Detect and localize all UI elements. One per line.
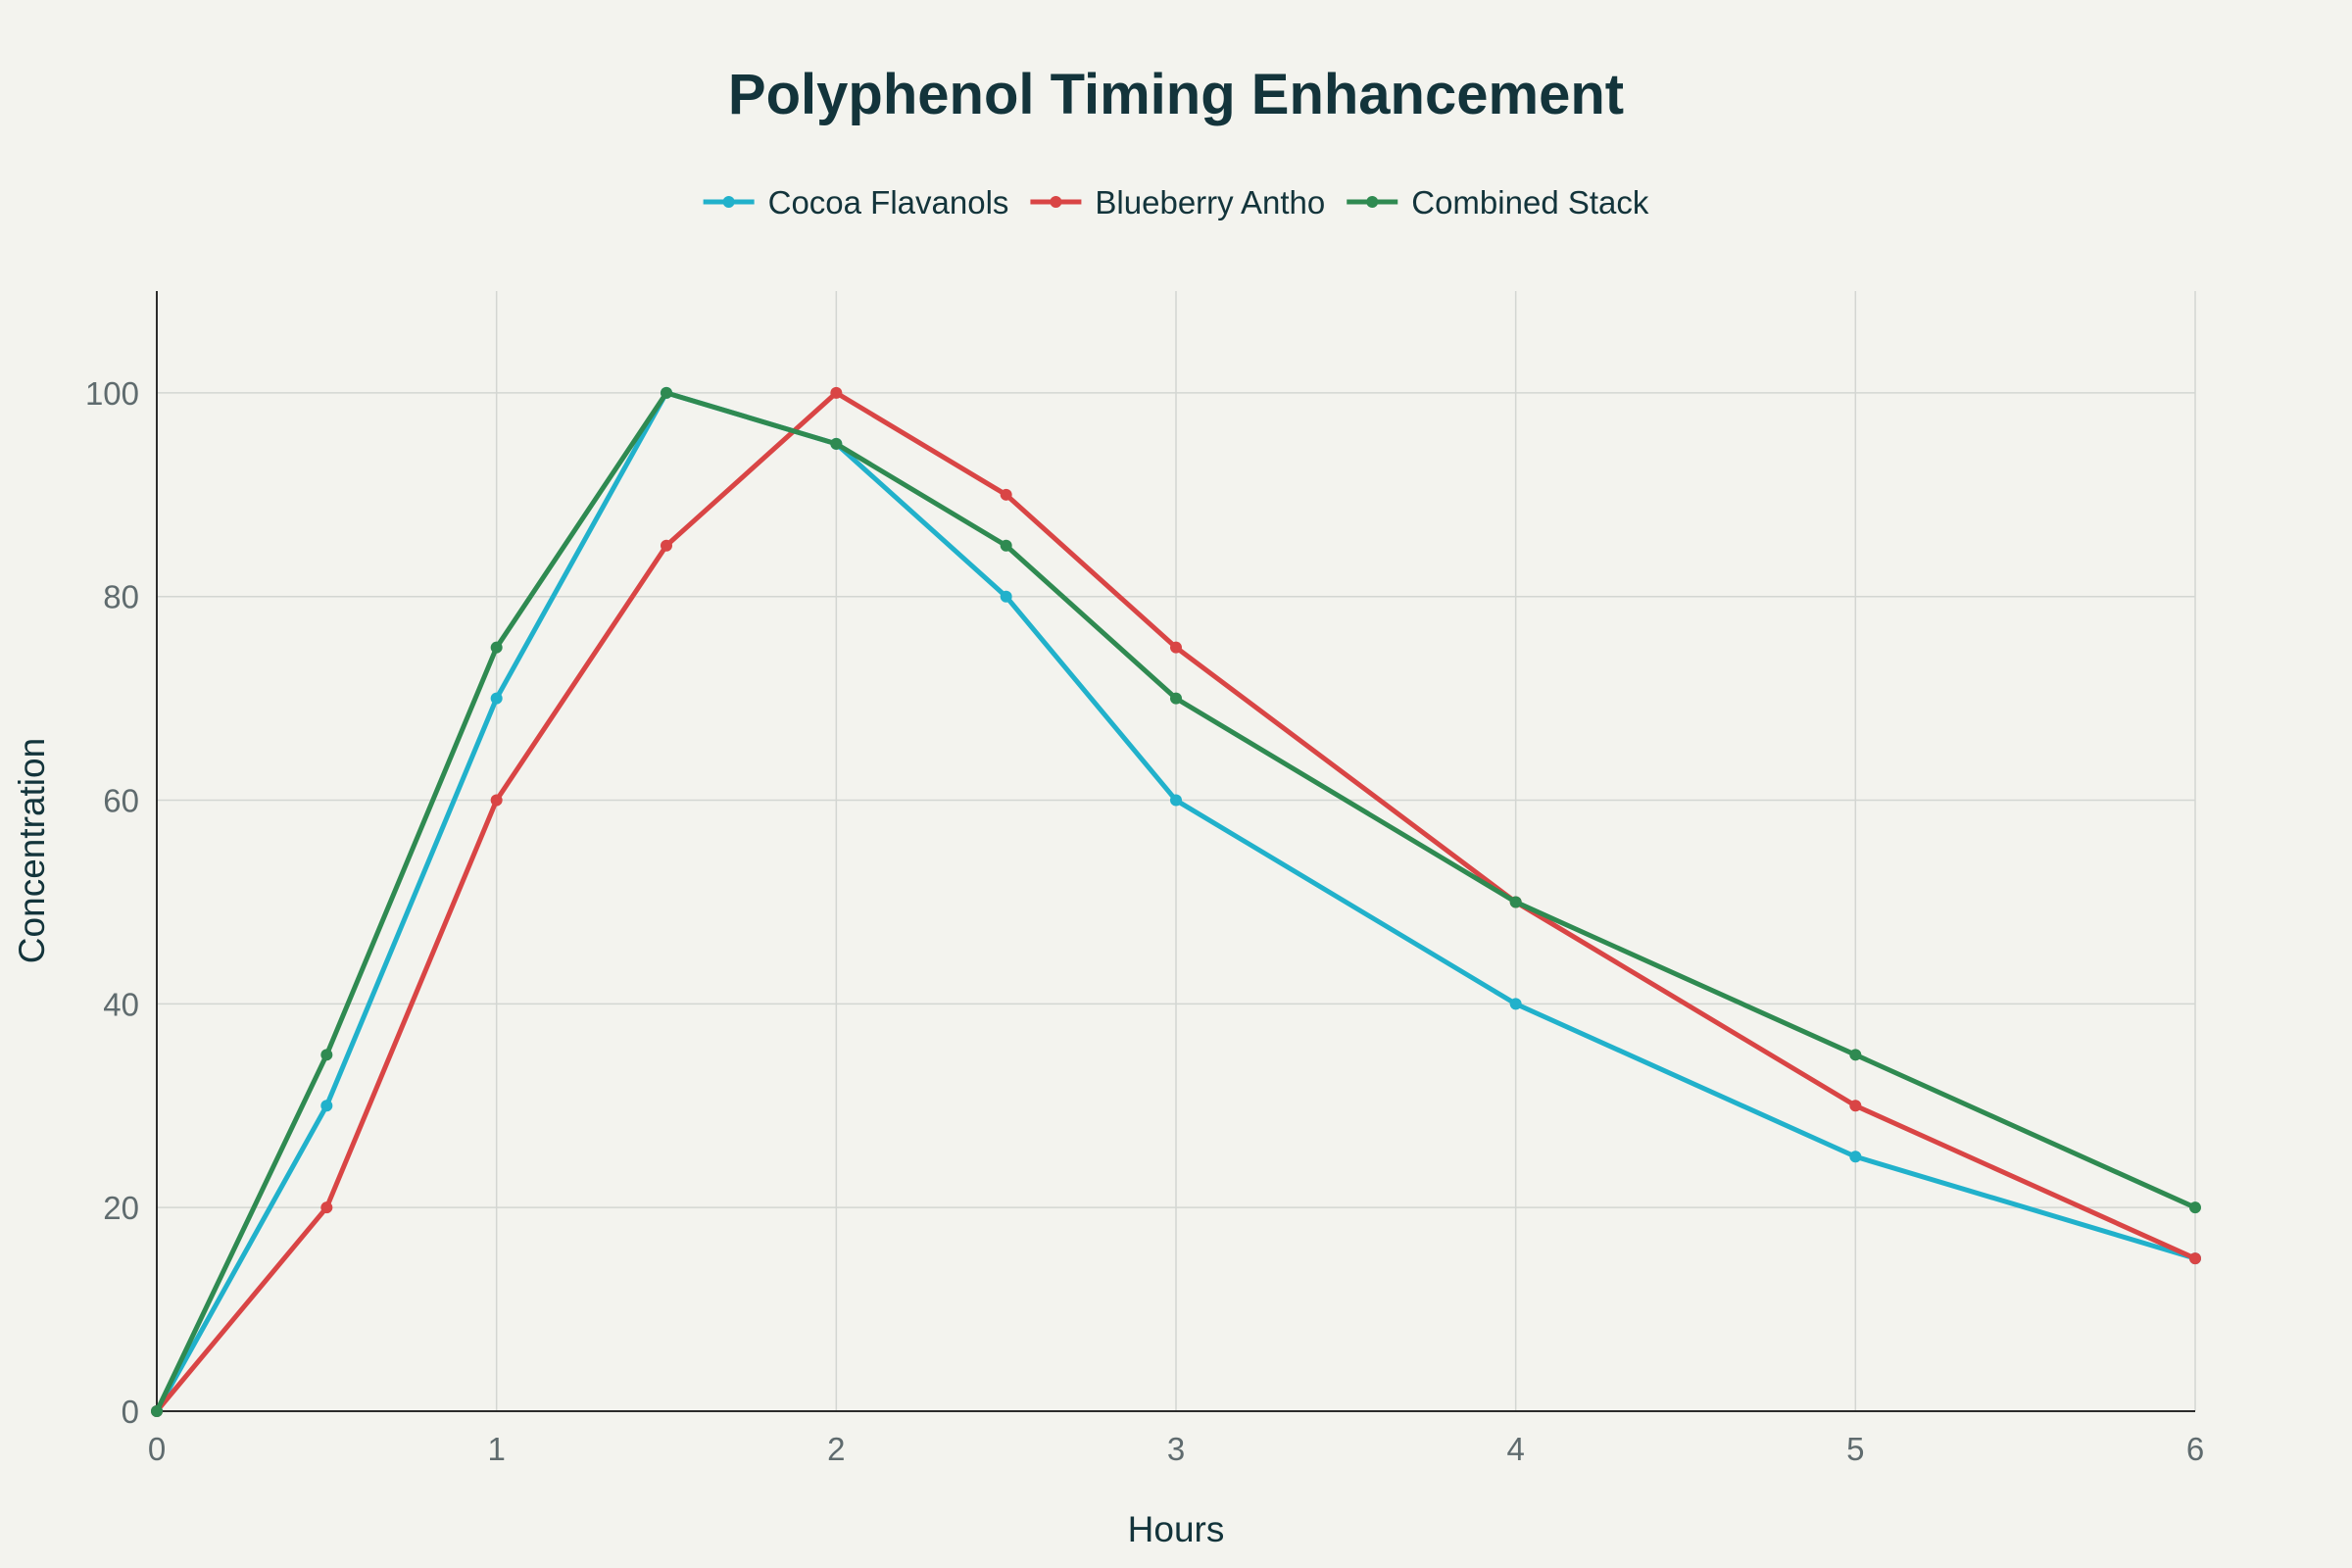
x-tick-label: 3 [1167,1431,1185,1467]
data-point[interactable] [1170,794,1182,807]
y-axis-title: Concentration [12,738,52,963]
data-point[interactable] [1509,998,1522,1010]
grid [157,291,2196,1411]
data-point[interactable] [1849,1100,1862,1112]
x-axis-title: Hours [1128,1509,1225,1549]
series-line [154,390,2198,1414]
data-point[interactable] [1000,488,1012,501]
legend-label: Combined Stack [1411,184,1649,220]
y-tick-label: 80 [103,579,139,615]
data-point[interactable] [320,1201,333,1214]
data-point[interactable] [151,1405,163,1417]
data-point[interactable] [1000,539,1012,552]
data-point[interactable] [2189,1252,2201,1265]
y-tick-label: 40 [103,986,139,1022]
axes [156,291,2195,1412]
chart-title: Polyphenol Timing Enhancement [728,63,1624,126]
x-tick-label: 0 [148,1431,166,1467]
legend-swatch-marker [1366,196,1379,208]
data-point[interactable] [490,692,503,705]
data-point[interactable] [320,1100,333,1112]
legend-item[interactable]: Combined Stack [1347,184,1649,220]
data-point[interactable] [1000,590,1012,603]
legend-swatch-marker [1050,196,1062,208]
series-line [154,390,2198,1414]
legend: Cocoa Flavanols Blueberry Antho Combined S… [703,184,1649,220]
data-point[interactable] [661,539,672,552]
legend-label: Cocoa Flavanols [768,184,1009,220]
data-point[interactable] [1509,896,1522,908]
x-tick-label: 5 [1846,1431,1864,1467]
series-2 [151,386,2201,1417]
data-point[interactable] [830,386,843,399]
data-point[interactable] [320,1049,333,1061]
y-tick-label: 100 [85,375,139,412]
data-point[interactable] [830,437,843,450]
x-tick-label: 2 [827,1431,845,1467]
data-point[interactable] [661,386,672,399]
x-tick-label: 6 [2186,1431,2204,1467]
series-group [151,386,2201,1417]
legend-item[interactable]: Blueberry Antho [1030,184,1325,220]
y-tick-label: 60 [103,783,139,819]
x-tick-label: 4 [1506,1431,1524,1467]
series-line [154,390,2198,1414]
data-point[interactable] [1849,1049,1862,1061]
y-tick-label: 0 [122,1394,139,1430]
data-point[interactable] [2189,1201,2201,1214]
data-point[interactable] [1170,641,1182,654]
legend-label: Blueberry Antho [1095,184,1325,220]
data-point[interactable] [1849,1151,1862,1163]
legend-swatch-marker [722,196,735,208]
legend-item[interactable]: Cocoa Flavanols [703,184,1009,220]
data-point[interactable] [490,641,503,654]
data-point[interactable] [490,794,503,807]
y-tick-label: 20 [103,1190,139,1226]
data-point[interactable] [1170,692,1182,705]
x-tick-label: 1 [487,1431,505,1467]
